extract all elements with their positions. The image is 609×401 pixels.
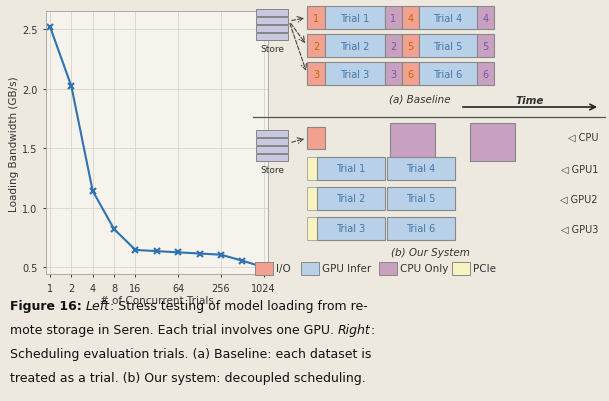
Text: 6: 6 <box>482 69 488 79</box>
Bar <box>307 35 325 58</box>
Text: Figure 16:: Figure 16: <box>10 299 86 312</box>
Bar <box>402 35 419 58</box>
Bar <box>477 35 494 58</box>
Text: 2: 2 <box>390 41 396 51</box>
Bar <box>402 63 419 86</box>
Bar <box>390 124 435 162</box>
Bar <box>255 262 273 275</box>
Text: PCIe: PCIe <box>473 264 496 274</box>
Bar <box>477 63 494 86</box>
Bar <box>256 26 288 33</box>
Text: Trial 1: Trial 1 <box>340 14 370 23</box>
Text: Trial 5: Trial 5 <box>434 41 463 51</box>
Text: 4: 4 <box>407 14 414 23</box>
Bar <box>317 217 385 241</box>
Bar <box>452 262 470 275</box>
Text: Trial 5: Trial 5 <box>406 194 435 204</box>
Text: 1: 1 <box>313 14 319 23</box>
Text: Trial 3: Trial 3 <box>336 224 365 234</box>
Text: ◁ GPU3: ◁ GPU3 <box>561 224 598 234</box>
Bar <box>307 128 325 150</box>
Text: : Stress testing of model loading from re-: : Stress testing of model loading from r… <box>110 299 368 312</box>
Bar <box>385 7 402 30</box>
Text: Trial 6: Trial 6 <box>434 69 463 79</box>
Text: 4: 4 <box>482 14 488 23</box>
Text: 6: 6 <box>407 69 414 79</box>
Bar <box>307 158 317 180</box>
Bar <box>317 188 385 211</box>
Text: Right: Right <box>338 323 371 336</box>
Bar <box>307 217 317 241</box>
Bar <box>307 63 325 86</box>
Bar <box>385 35 402 58</box>
Bar <box>387 217 455 241</box>
Bar <box>256 139 288 146</box>
Text: 5: 5 <box>482 41 488 51</box>
Text: (a) Baseline: (a) Baseline <box>389 94 451 104</box>
Text: Trial 6: Trial 6 <box>406 224 435 234</box>
Text: (b) Our System: (b) Our System <box>390 247 470 257</box>
Text: GPU Infer: GPU Infer <box>322 264 371 274</box>
Text: mote storage in Seren. Each trial involves one GPU.: mote storage in Seren. Each trial involv… <box>10 323 338 336</box>
Text: 2: 2 <box>313 41 319 51</box>
Text: 5: 5 <box>407 41 414 51</box>
Text: treated as a trial. (b) Our system: decoupled scheduling.: treated as a trial. (b) Our system: deco… <box>10 371 366 384</box>
Text: I/O: I/O <box>276 264 290 274</box>
Text: Store: Store <box>260 166 284 174</box>
Bar <box>325 7 385 30</box>
Bar <box>325 63 385 86</box>
Text: Time: Time <box>516 96 544 106</box>
Bar <box>317 158 385 180</box>
Text: 1: 1 <box>390 14 396 23</box>
Text: ◁ GPU1: ◁ GPU1 <box>561 164 598 174</box>
Text: 3: 3 <box>390 69 396 79</box>
Bar <box>256 147 288 154</box>
Bar <box>256 10 288 17</box>
Bar <box>256 18 288 25</box>
Bar <box>385 63 402 86</box>
Text: ◁ CPU: ◁ CPU <box>568 133 598 143</box>
Bar <box>307 7 325 30</box>
Y-axis label: Loading Bandwidth (GB/s): Loading Bandwidth (GB/s) <box>9 76 19 211</box>
Bar <box>256 131 288 138</box>
Bar <box>419 7 477 30</box>
Bar <box>256 155 288 162</box>
Bar <box>256 34 288 41</box>
Text: Trial 4: Trial 4 <box>434 14 463 23</box>
Text: Trial 1: Trial 1 <box>336 164 365 174</box>
Text: 3: 3 <box>313 69 319 79</box>
Bar <box>387 158 455 180</box>
Bar <box>477 7 494 30</box>
Text: Trial 2: Trial 2 <box>336 194 365 204</box>
Text: Trial 3: Trial 3 <box>340 69 370 79</box>
X-axis label: # of Concurrent Trials: # of Concurrent Trials <box>100 296 214 306</box>
Text: Trial 2: Trial 2 <box>340 41 370 51</box>
Text: CPU Only: CPU Only <box>400 264 448 274</box>
Text: Scheduling evaluation trials. (a) Baseline: each dataset is: Scheduling evaluation trials. (a) Baseli… <box>10 347 371 360</box>
Text: Trial 4: Trial 4 <box>406 164 435 174</box>
Bar <box>402 7 419 30</box>
Bar <box>419 63 477 86</box>
Text: :: : <box>371 323 375 336</box>
Text: ◁ GPU2: ◁ GPU2 <box>560 194 598 204</box>
Bar <box>470 124 515 162</box>
Text: Store: Store <box>260 45 284 54</box>
Bar <box>379 262 397 275</box>
Bar <box>307 188 317 211</box>
Bar <box>387 188 455 211</box>
Bar <box>325 35 385 58</box>
Text: Left: Left <box>86 299 110 312</box>
Bar <box>419 35 477 58</box>
Bar <box>300 262 319 275</box>
